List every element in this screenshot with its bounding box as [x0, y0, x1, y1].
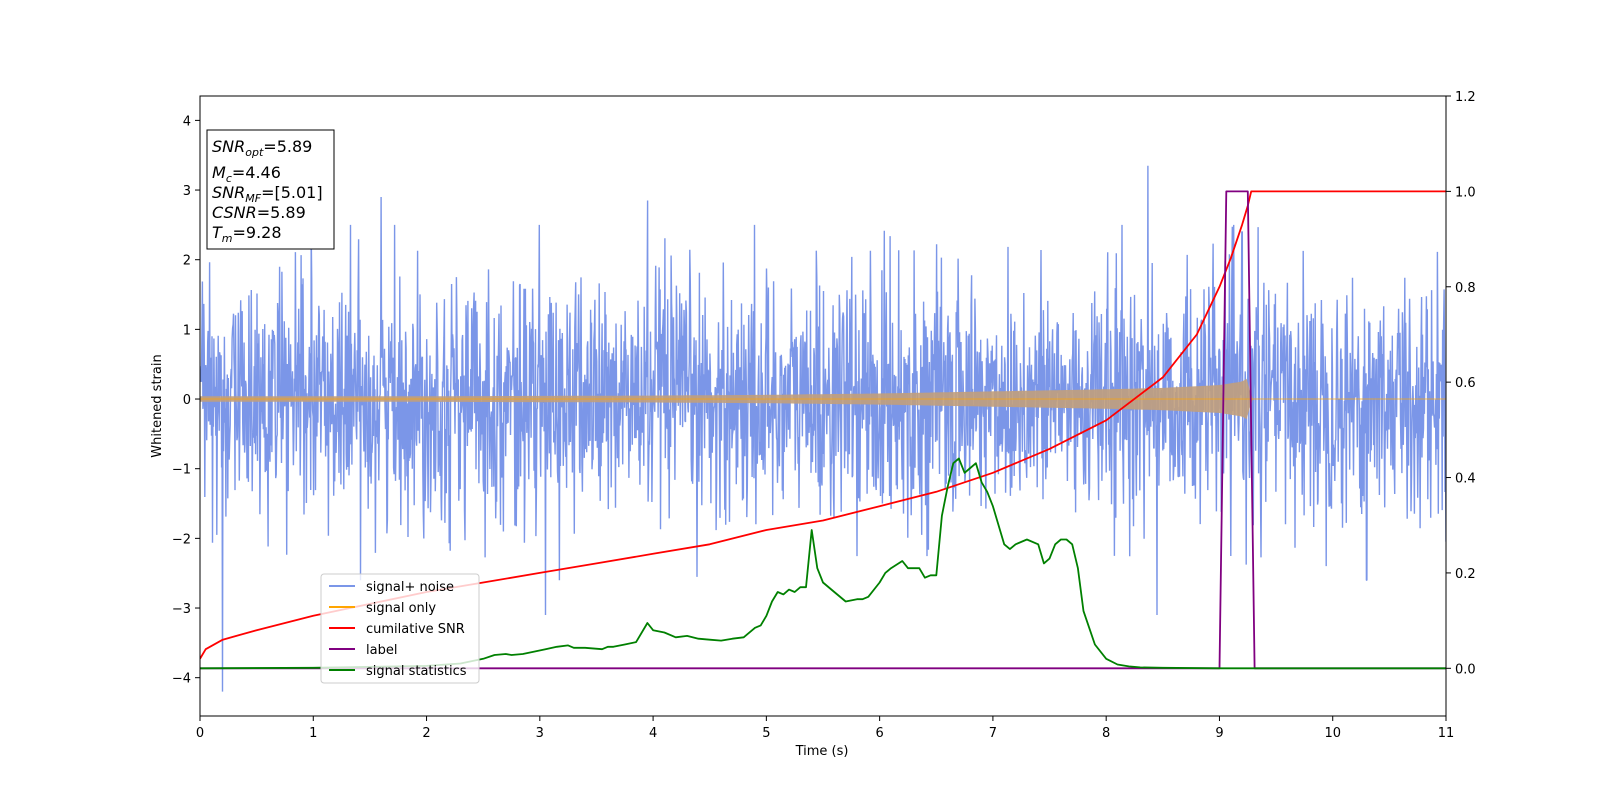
- info-tm-value: =9.28: [233, 223, 282, 242]
- legend-entry: signal statistics: [366, 664, 467, 679]
- y-tick-label: 4: [183, 114, 191, 129]
- y-tick-label: 0: [183, 393, 191, 408]
- info-snr-mf-value: =[5.01]: [261, 183, 323, 202]
- info-box: SNRopt=5.89 Mc=4.46 SNRMF=[5.01] CSNR=5.…: [206, 129, 335, 250]
- x-axis: 0 1 2 3 4 5 6 7 8 9 10 11: [196, 716, 1454, 741]
- info-tm: Tm=9.28: [212, 223, 282, 245]
- x-tick-label: 3: [536, 726, 544, 741]
- info-csnr-value: =5.89: [257, 203, 306, 222]
- x-tick-label: 1: [309, 726, 317, 741]
- x-tick-label: 11: [1438, 726, 1455, 741]
- info-snr-mf: SNRMF=[5.01]: [212, 183, 323, 205]
- y-tick-label: −2: [172, 532, 191, 547]
- signal-noise-line: [200, 165, 1446, 692]
- x-tick-label: 10: [1324, 726, 1341, 741]
- legend-frame: [320, 573, 480, 684]
- signal-statistics-line: [200, 457, 1446, 670]
- x-axis-label: Time (s): [795, 744, 849, 759]
- info-mc: Mc=4.46: [212, 163, 281, 185]
- y-axis-label: Whitened strain: [150, 354, 165, 457]
- y2-tick-label: 0.4: [1455, 472, 1476, 487]
- y-tick-label: 2: [183, 254, 191, 269]
- signal-noise-series: [200, 165, 1446, 692]
- legend-entry: signal only: [366, 601, 436, 616]
- signal-statistics-series: [200, 457, 1446, 670]
- x-tick-label: 2: [422, 726, 430, 741]
- legend-entry: cumilative SNR: [366, 622, 465, 637]
- signal-only-series: [200, 378, 1446, 420]
- info-snr-opt: SNRopt=5.89: [212, 137, 312, 159]
- x-tick-label: 0: [196, 726, 204, 741]
- y2-tick-label: 0.8: [1455, 281, 1476, 296]
- y-axis-left: −4 −3 −2 −1 0 1 2 3 4: [172, 114, 200, 687]
- y-tick-label: 1: [183, 323, 191, 338]
- info-mc-value: =4.46: [232, 163, 281, 182]
- x-tick-label: 6: [875, 726, 883, 741]
- x-tick-label: 4: [649, 726, 657, 741]
- y-axis-right: 0.0 0.2 0.4 0.6 0.8 1.0 1.2: [1446, 90, 1476, 677]
- x-tick-label: 5: [762, 726, 770, 741]
- y2-tick-label: 0.2: [1455, 567, 1476, 582]
- info-csnr: CSNR=5.89: [212, 203, 306, 222]
- info-box-frame: [206, 129, 335, 250]
- y-tick-label: −4: [172, 672, 191, 687]
- x-tick-label: 7: [989, 726, 997, 741]
- x-tick-label: 8: [1102, 726, 1110, 741]
- info-snr-opt-value: =5.89: [263, 137, 312, 156]
- x-tick-label: 9: [1215, 726, 1223, 741]
- y-tick-label: −1: [172, 463, 191, 478]
- legend-entry: signal+ noise: [366, 580, 454, 595]
- plot-frame: [199, 95, 1447, 717]
- y2-tick-label: 1.0: [1455, 185, 1476, 200]
- y2-tick-label: 1.2: [1455, 90, 1476, 105]
- y2-tick-label: 0.6: [1455, 376, 1476, 391]
- y2-tick-label: 0.0: [1455, 662, 1476, 677]
- y-tick-label: −3: [172, 602, 191, 617]
- legend: signal+ noise signal only cumilative SNR la…: [320, 573, 480, 684]
- y-tick-label: 3: [183, 184, 191, 199]
- legend-entry: label: [366, 643, 397, 658]
